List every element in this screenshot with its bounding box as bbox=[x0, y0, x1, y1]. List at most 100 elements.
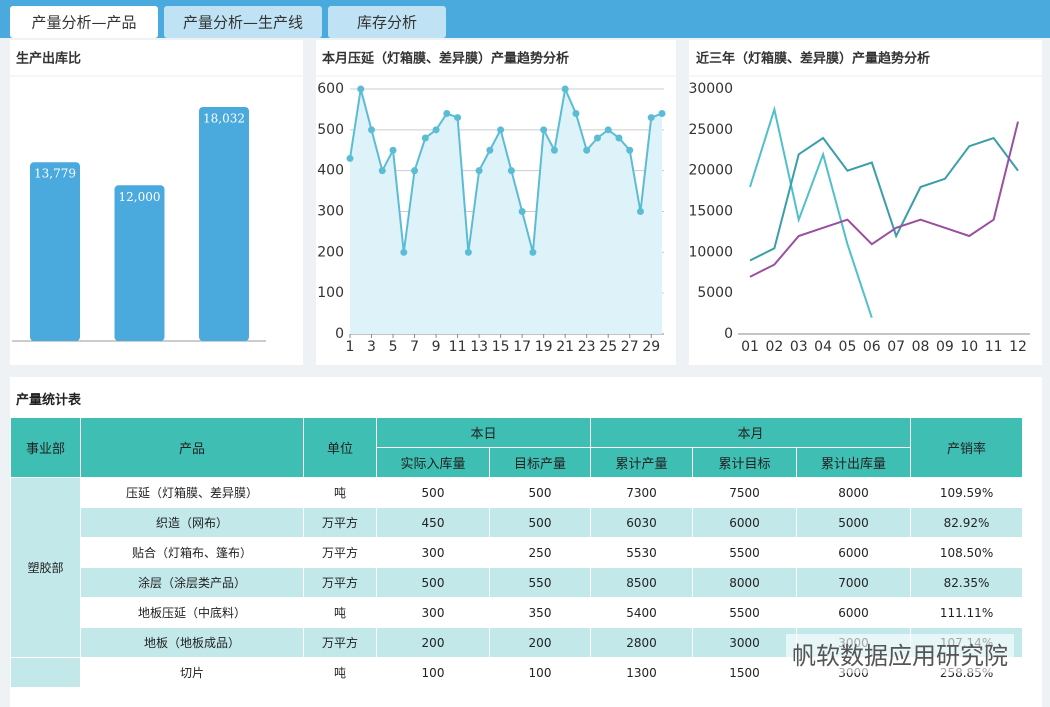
table-cell: 切片 bbox=[80, 657, 304, 688]
x-tick-label: 19 bbox=[535, 339, 553, 355]
header-cell: 累计目标 bbox=[692, 447, 798, 478]
table-cell: 7500 bbox=[692, 477, 798, 508]
table-cell: 109.59% bbox=[910, 477, 1024, 508]
x-tick-label: 21 bbox=[556, 339, 574, 355]
x-tick-label: 08 bbox=[912, 339, 930, 355]
tab[interactable] bbox=[328, 6, 446, 38]
header-row: 实际入库量 目标产量 累计产量 累计目标 累计出库量 bbox=[11, 447, 1023, 478]
bar bbox=[30, 162, 80, 341]
table-cell: 5400 bbox=[590, 597, 694, 628]
table-cell: 吨 bbox=[303, 657, 377, 688]
point bbox=[464, 248, 472, 256]
point bbox=[529, 248, 537, 256]
table-cell: 5500 bbox=[692, 537, 798, 568]
x-tick-label: 7 bbox=[410, 339, 419, 355]
y-tick-label: 400 bbox=[317, 163, 344, 179]
x-tick-label: 9 bbox=[432, 339, 441, 355]
point bbox=[475, 167, 483, 175]
point bbox=[615, 134, 623, 142]
point bbox=[647, 114, 655, 122]
y-tick-label: 0 bbox=[724, 326, 733, 342]
table-row: 地板压延（中底料）吨 300 350 5400 5500 6000 111.11% bbox=[11, 597, 1024, 628]
table-cell: 500 bbox=[376, 567, 490, 598]
table-cell: 5530 bbox=[590, 537, 694, 568]
x-tick-label: 27 bbox=[621, 339, 639, 355]
table-cell: 6000 bbox=[692, 507, 798, 538]
header-row: 事业部 产品 单位 本日 本月 产销率 bbox=[10, 417, 1024, 478]
line bbox=[749, 121, 1019, 278]
point bbox=[626, 146, 634, 154]
point bbox=[507, 167, 515, 175]
point bbox=[400, 248, 408, 256]
tab[interactable] bbox=[10, 6, 158, 38]
table-cell: 涂层（涂层类产品） bbox=[80, 567, 304, 598]
y-tick-label: 600 bbox=[317, 81, 344, 97]
tab-label[interactable]: 产量分析—产品 bbox=[31, 14, 136, 32]
table-cell: 350 bbox=[488, 597, 592, 628]
value-label: 12,000 bbox=[119, 190, 161, 204]
y-tick-label: 25000 bbox=[688, 122, 733, 138]
point bbox=[357, 85, 365, 93]
chart-title: 生产出库比 bbox=[16, 51, 81, 67]
y-tick-label: 0 bbox=[335, 326, 344, 342]
table-cell: 万平方 bbox=[303, 537, 377, 568]
point bbox=[636, 208, 644, 215]
point bbox=[443, 110, 451, 117]
table-cell: 100 bbox=[488, 657, 592, 688]
table-cell: 万平方 bbox=[303, 627, 377, 658]
x-tick-label: 02 bbox=[765, 339, 783, 355]
table-cell: 300 bbox=[376, 597, 490, 628]
y-tick-label: 200 bbox=[317, 244, 344, 260]
point bbox=[389, 146, 397, 154]
table-cell: 地板（地板成品） bbox=[80, 627, 304, 658]
table-row: 涂层（涂层类产品） 万平方 500 550 8500 8000 7000 82.35% bbox=[11, 567, 1024, 598]
point bbox=[411, 167, 419, 175]
point bbox=[378, 167, 386, 175]
x-tick-label: 10 bbox=[960, 339, 978, 355]
x-tick-label: 25 bbox=[599, 339, 617, 355]
x-tick-label: 11 bbox=[985, 339, 1003, 355]
value-label: 13,779 bbox=[34, 167, 76, 181]
x-tick-label: 29 bbox=[642, 339, 660, 355]
header-cell: 目标产量 bbox=[488, 447, 592, 478]
table-title: 产量统计表 bbox=[16, 393, 82, 408]
table-cell: 8000 bbox=[796, 477, 912, 508]
x-tick-label: 06 bbox=[863, 339, 881, 355]
point bbox=[346, 154, 354, 162]
table-cell: 吨 bbox=[303, 597, 377, 628]
header-cell: 累计出库量 bbox=[796, 447, 912, 478]
header-cell: 本日 bbox=[375, 417, 592, 448]
line bbox=[749, 136, 1019, 262]
bar bbox=[199, 107, 249, 341]
point bbox=[658, 110, 666, 117]
table-cell: 5000 bbox=[796, 507, 912, 538]
group-cell: 塑胶部 bbox=[10, 477, 81, 658]
table-cell: 8500 bbox=[590, 567, 694, 598]
point bbox=[561, 85, 569, 93]
tab-label[interactable]: 产量分析—生产线 bbox=[183, 14, 303, 32]
point bbox=[593, 134, 601, 142]
value-label: 18,032 bbox=[203, 112, 245, 126]
point bbox=[540, 126, 548, 134]
table-cell: 万平方 bbox=[303, 507, 377, 538]
point bbox=[497, 126, 505, 134]
panel bbox=[689, 40, 1042, 365]
chart-title: 本月压延（灯箱膜、差异膜）产量趋势分析 bbox=[322, 51, 569, 67]
point bbox=[432, 126, 440, 134]
table-row: 塑胶部 压延（灯箱膜、差异膜）吨 500 500 7300 7500 8000 109.59% bbox=[10, 477, 1024, 658]
point bbox=[454, 114, 462, 122]
point bbox=[421, 134, 429, 142]
x-tick-label: 11 bbox=[449, 339, 467, 355]
table-cell: 500 bbox=[376, 477, 490, 508]
point bbox=[486, 146, 494, 154]
x-tick-label: 23 bbox=[578, 339, 596, 355]
table-cell: 地板压延（中底料） bbox=[80, 597, 304, 628]
table-cell: 织造（网布） bbox=[80, 507, 304, 538]
header-cell: 产销率 bbox=[910, 417, 1024, 478]
tab[interactable] bbox=[164, 6, 322, 38]
table-cell: 贴合（灯箱布、篷布） bbox=[80, 537, 304, 568]
chart-title: 近三年（灯箱膜、差异膜）产量趋势分析 bbox=[696, 51, 930, 67]
tab-label[interactable]: 库存分析 bbox=[357, 14, 417, 32]
x-tick-label: 5 bbox=[389, 339, 398, 355]
